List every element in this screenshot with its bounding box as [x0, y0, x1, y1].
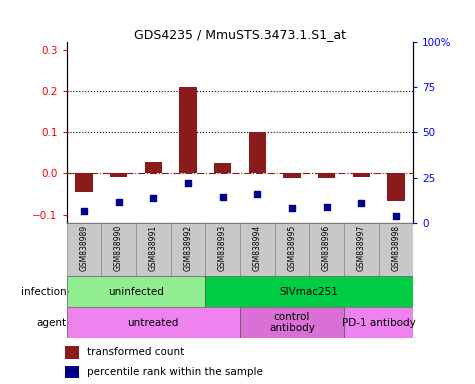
- Text: SIVmac251: SIVmac251: [280, 287, 339, 297]
- Bar: [179, 88, 197, 174]
- Text: GSM838995: GSM838995: [287, 225, 296, 271]
- Title: GDS4235 / MmuSTS.3473.1.S1_at: GDS4235 / MmuSTS.3473.1.S1_at: [134, 28, 346, 41]
- Point: [288, 205, 295, 211]
- Bar: [66, 307, 240, 338]
- Bar: [136, 223, 171, 276]
- Bar: [171, 223, 205, 276]
- Text: GSM838991: GSM838991: [149, 225, 158, 271]
- Text: GSM838997: GSM838997: [357, 225, 366, 271]
- Point: [80, 208, 88, 214]
- Text: GSM838994: GSM838994: [253, 225, 262, 271]
- Bar: [275, 223, 309, 276]
- Polygon shape: [66, 318, 69, 327]
- Point: [149, 195, 157, 202]
- Text: GSM838996: GSM838996: [322, 225, 331, 271]
- Text: infection: infection: [21, 287, 66, 297]
- Bar: [65, 366, 79, 379]
- Text: GSM838998: GSM838998: [391, 225, 400, 271]
- Bar: [205, 223, 240, 276]
- Point: [184, 180, 192, 186]
- Point: [323, 204, 331, 210]
- Bar: [66, 223, 101, 276]
- Polygon shape: [66, 287, 69, 296]
- Point: [254, 191, 261, 197]
- Text: untreated: untreated: [127, 318, 179, 328]
- Text: GSM838992: GSM838992: [183, 225, 192, 271]
- Text: PD-1 antibody: PD-1 antibody: [342, 318, 416, 328]
- Bar: [214, 163, 231, 174]
- Bar: [144, 162, 162, 174]
- Bar: [110, 174, 127, 177]
- Bar: [379, 223, 413, 276]
- Text: uninfected: uninfected: [108, 287, 164, 297]
- Text: percentile rank within the sample: percentile rank within the sample: [87, 367, 263, 377]
- Bar: [344, 307, 413, 338]
- Bar: [344, 223, 379, 276]
- Point: [358, 200, 365, 206]
- Bar: [240, 307, 344, 338]
- Bar: [101, 223, 136, 276]
- Bar: [66, 276, 205, 307]
- Bar: [309, 223, 344, 276]
- Bar: [248, 132, 266, 174]
- Bar: [75, 174, 93, 192]
- Bar: [65, 346, 79, 359]
- Point: [392, 213, 400, 219]
- Point: [115, 199, 123, 205]
- Text: GSM838990: GSM838990: [114, 225, 123, 271]
- Bar: [387, 174, 405, 201]
- Text: GSM838993: GSM838993: [218, 225, 227, 271]
- Text: transformed count: transformed count: [87, 347, 184, 357]
- Bar: [240, 223, 275, 276]
- Bar: [283, 174, 301, 179]
- Bar: [318, 174, 335, 179]
- Text: GSM838989: GSM838989: [79, 225, 88, 271]
- Bar: [352, 174, 370, 177]
- Text: agent: agent: [37, 318, 67, 328]
- Bar: [205, 276, 413, 307]
- Point: [218, 194, 227, 200]
- Text: control
antibody: control antibody: [269, 312, 315, 333]
